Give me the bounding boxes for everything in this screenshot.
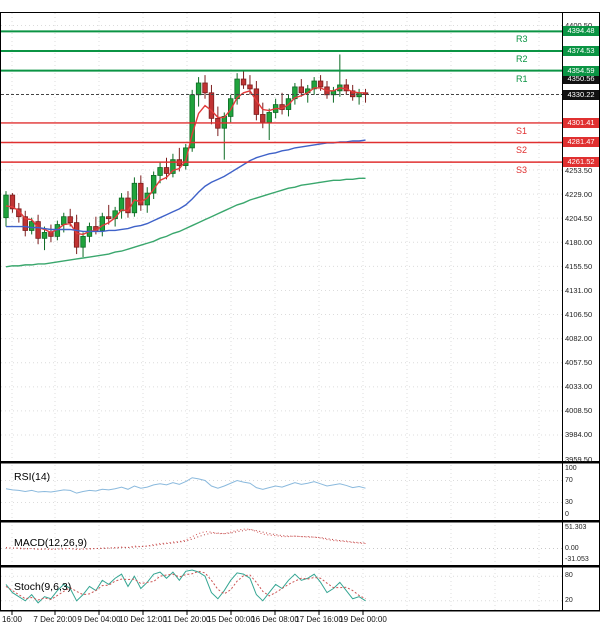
price-axis-tick: 4033.00 (565, 382, 593, 392)
support-line-label: S3 (516, 165, 528, 176)
macd-axis-tick: 0.00 (565, 544, 579, 552)
time-axis-label: 9 Dec 04:00 (77, 615, 121, 624)
rsi-indicator-label: RSI(14) (14, 471, 51, 483)
price-axis-tick: 4400.50 (565, 21, 592, 30)
macd-axis-tick: 51.303 (565, 523, 587, 531)
time-axis-label: 16:00 (1, 615, 23, 624)
stoch-axis-tick: 20 (565, 596, 573, 604)
resistance-price-badge: 4374.53 (563, 45, 599, 56)
support-price-badge: 4261.52 (563, 157, 599, 168)
macd-axis-tick: -31.053 (565, 555, 589, 563)
price-axis-tick: 4229.00 (565, 189, 593, 199)
time-axis-label: 10 Dec 12:00 (119, 615, 167, 624)
support-price-badge: 4281.47 (563, 137, 599, 148)
resistance-line-label: R1 (516, 73, 528, 84)
secondary-price-badge: 4350.56 (563, 73, 599, 84)
rsi-axis-tick: 30 (565, 498, 573, 506)
resistance-line-label: R3 (516, 34, 528, 45)
price-axis-tick: 4106.50 (565, 310, 593, 320)
price-axis-tick: 3959.50 (565, 454, 593, 464)
time-axis-label: 16 Dec 08:00 (251, 615, 299, 624)
support-line-label: S2 (516, 145, 528, 156)
rsi-axis-tick: 0 (565, 510, 569, 518)
price-axis-tick: 4253.50 (565, 165, 593, 175)
resistance-price-badge: 4394.48 (563, 26, 599, 37)
current-price-badge: 4330.22 (563, 89, 599, 100)
price-axis-tick: 4057.50 (565, 358, 593, 368)
resistance-price-badge: 4354.59 (563, 65, 599, 76)
macd-indicator-label: MACD(12,26,9) (14, 537, 87, 549)
price-axis-tick: 4180.00 (565, 237, 593, 247)
support-line-label: S1 (516, 125, 528, 136)
support-price-badge: 4301.41 (563, 117, 599, 128)
stoch-axis-tick: 80 (565, 572, 573, 580)
time-axis-label: 17 Dec 16:00 (295, 615, 343, 624)
price-axis-tick: 4155.50 (565, 261, 593, 271)
stoch-indicator-label: Stoch(9,6,3) (14, 581, 72, 593)
resistance-line-label: R2 (516, 53, 528, 64)
price-axis-tick: 3984.00 (565, 430, 593, 440)
time-axis-label: 19 Dec 00:00 (339, 615, 387, 624)
rsi-axis-tick: 70 (565, 476, 573, 484)
price-axis-tick: 4131.00 (565, 285, 593, 295)
rsi-axis-tick: 100 (565, 464, 577, 472)
price-axis-tick: 4204.50 (565, 213, 593, 223)
price-axis-tick: 4082.00 (565, 334, 593, 344)
time-axis-label: 11 Dec 20:00 (163, 615, 211, 624)
price-axis-tick: 4008.50 (565, 406, 593, 416)
time-axis-label: 7 Dec 20:00 (33, 615, 77, 624)
time-axis-label: 15 Dec 00:00 (207, 615, 255, 624)
